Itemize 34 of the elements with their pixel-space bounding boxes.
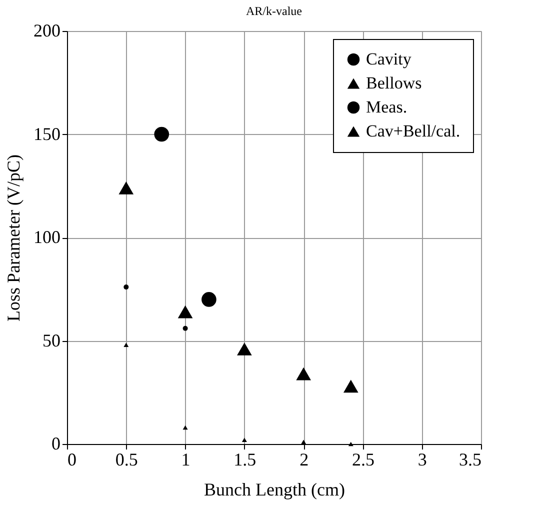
x-tick-label: 3 bbox=[418, 450, 427, 470]
y-tick-label: 200 bbox=[34, 20, 60, 40]
point bbox=[343, 380, 358, 393]
legend-label: Cavity bbox=[366, 50, 412, 68]
point bbox=[348, 442, 354, 446]
x-tick-label: 3.5 bbox=[459, 450, 482, 470]
y-tick-label: 100 bbox=[34, 227, 60, 247]
x-tick-label: 2.5 bbox=[352, 450, 374, 470]
chart-title: AR/k-value bbox=[246, 4, 302, 18]
point bbox=[296, 367, 311, 380]
point bbox=[154, 126, 170, 142]
point bbox=[301, 440, 306, 444]
point bbox=[118, 182, 134, 194]
point bbox=[182, 425, 188, 430]
x-tick-label: 1 bbox=[181, 450, 190, 470]
x-tick-label: 0.5 bbox=[115, 450, 138, 470]
legend-label: Cav+Bell/cal. bbox=[366, 122, 460, 140]
x-tick-label: 1.5 bbox=[234, 450, 256, 470]
point bbox=[178, 305, 193, 318]
legend-label: Meas. bbox=[366, 98, 408, 116]
y-tick-label: 150 bbox=[34, 124, 60, 144]
point bbox=[124, 342, 129, 348]
x-axis-title: Bunch Length (cm) bbox=[204, 480, 345, 500]
y-tick-label: 0 bbox=[52, 434, 60, 454]
point bbox=[182, 326, 188, 331]
y-axis-title: Loss Parameter (V/pC) bbox=[4, 154, 24, 322]
point bbox=[202, 292, 216, 307]
y-tick-label: 50 bbox=[42, 330, 60, 350]
point bbox=[237, 342, 252, 356]
x-tick-label: 0 bbox=[68, 450, 76, 470]
point bbox=[124, 284, 129, 290]
x-tick-label: 2 bbox=[300, 450, 309, 470]
point bbox=[242, 438, 247, 442]
legend-label: Bellows bbox=[366, 74, 422, 92]
